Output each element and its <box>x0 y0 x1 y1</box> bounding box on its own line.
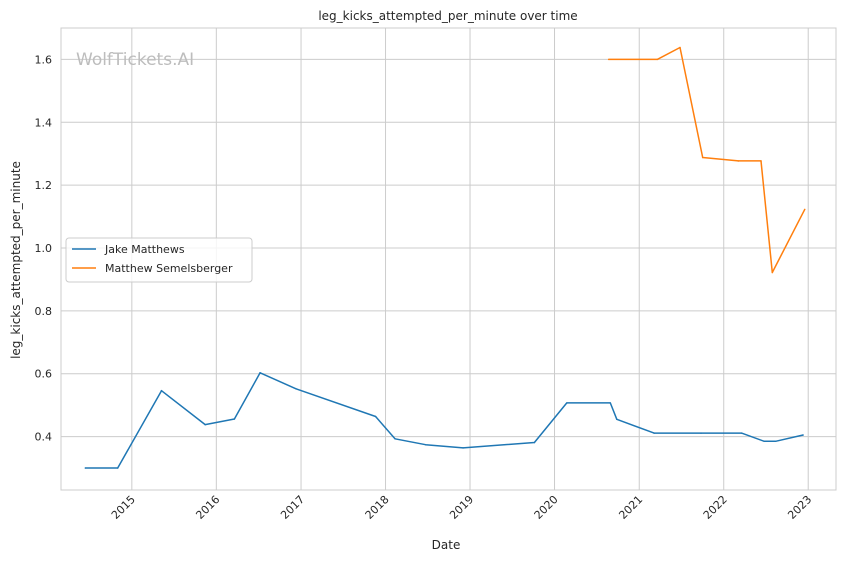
data-point <box>533 441 536 444</box>
data-point <box>374 415 377 418</box>
y-tick-label: 1.4 <box>35 116 53 129</box>
data-point <box>394 438 396 440</box>
legend-box <box>65 237 253 283</box>
y-tick-label: 0.8 <box>35 305 53 318</box>
data-point <box>700 432 702 434</box>
data-point <box>233 418 236 420</box>
data-point <box>84 467 87 469</box>
data-point <box>679 46 681 49</box>
series-line <box>85 372 804 469</box>
x-tick-label: 2016 <box>193 493 222 522</box>
plot-area-frame <box>60 27 837 491</box>
data-point <box>740 432 743 434</box>
x-tick-label: 2021 <box>616 493 645 522</box>
grid <box>61 28 836 490</box>
legend-label-matthew-semelsberger: Matthew Semelsberger <box>105 262 233 275</box>
data-point <box>462 447 464 449</box>
data-point <box>566 402 568 404</box>
x-axis-ticks: 2015 2016 2017 2018 2019 2020 2021 2022 2023 <box>109 493 814 522</box>
x-axis-label: Date <box>432 538 461 552</box>
data-point <box>774 440 777 443</box>
data-point <box>116 467 119 469</box>
series-0 <box>84 372 804 469</box>
data-point <box>763 440 765 443</box>
data-point <box>771 271 774 274</box>
data-point <box>760 160 762 162</box>
legend-label-jake-matthews: Jake Matthews <box>104 243 185 256</box>
data-point <box>259 372 261 374</box>
series-line <box>608 46 806 274</box>
data-point <box>204 423 206 426</box>
watermark: WolfTickets.AI <box>76 50 194 70</box>
x-tick-label: 2017 <box>278 493 307 522</box>
x-tick-label: 2018 <box>363 493 392 522</box>
y-axis-label: leg_kicks_attempted_per_minute <box>9 161 23 359</box>
data-point <box>616 418 618 421</box>
x-tick-label: 2015 <box>109 493 138 522</box>
data-point <box>609 402 612 404</box>
data-point <box>160 389 163 392</box>
data-point <box>737 160 740 162</box>
series-lines <box>84 46 806 469</box>
data-point <box>802 434 804 436</box>
data-point <box>607 58 610 61</box>
x-tick-label: 2022 <box>701 493 730 522</box>
data-point <box>701 156 704 159</box>
x-tick-label: 2019 <box>447 493 476 522</box>
series-1 <box>607 46 806 274</box>
y-tick-label: 1.2 <box>35 179 53 192</box>
data-point <box>295 388 297 390</box>
data-point <box>424 443 427 446</box>
y-axis-ticks: 0.4 0.6 0.8 1.0 1.2 1.4 1.6 <box>35 53 53 443</box>
data-point <box>804 208 806 211</box>
y-tick-label: 0.6 <box>35 368 53 381</box>
y-tick-label: 1.6 <box>35 53 53 66</box>
data-point <box>656 58 659 61</box>
y-tick-label: 0.4 <box>35 431 53 444</box>
x-tick-label: 2023 <box>785 493 814 522</box>
x-tick-label: 2020 <box>532 493 561 522</box>
chart-title: leg_kicks_attempted_per_minute over time <box>318 9 577 23</box>
data-point <box>653 432 655 434</box>
y-tick-label: 1.0 <box>35 242 53 255</box>
legend: Jake Matthews Matthew Semelsberger <box>65 237 253 283</box>
